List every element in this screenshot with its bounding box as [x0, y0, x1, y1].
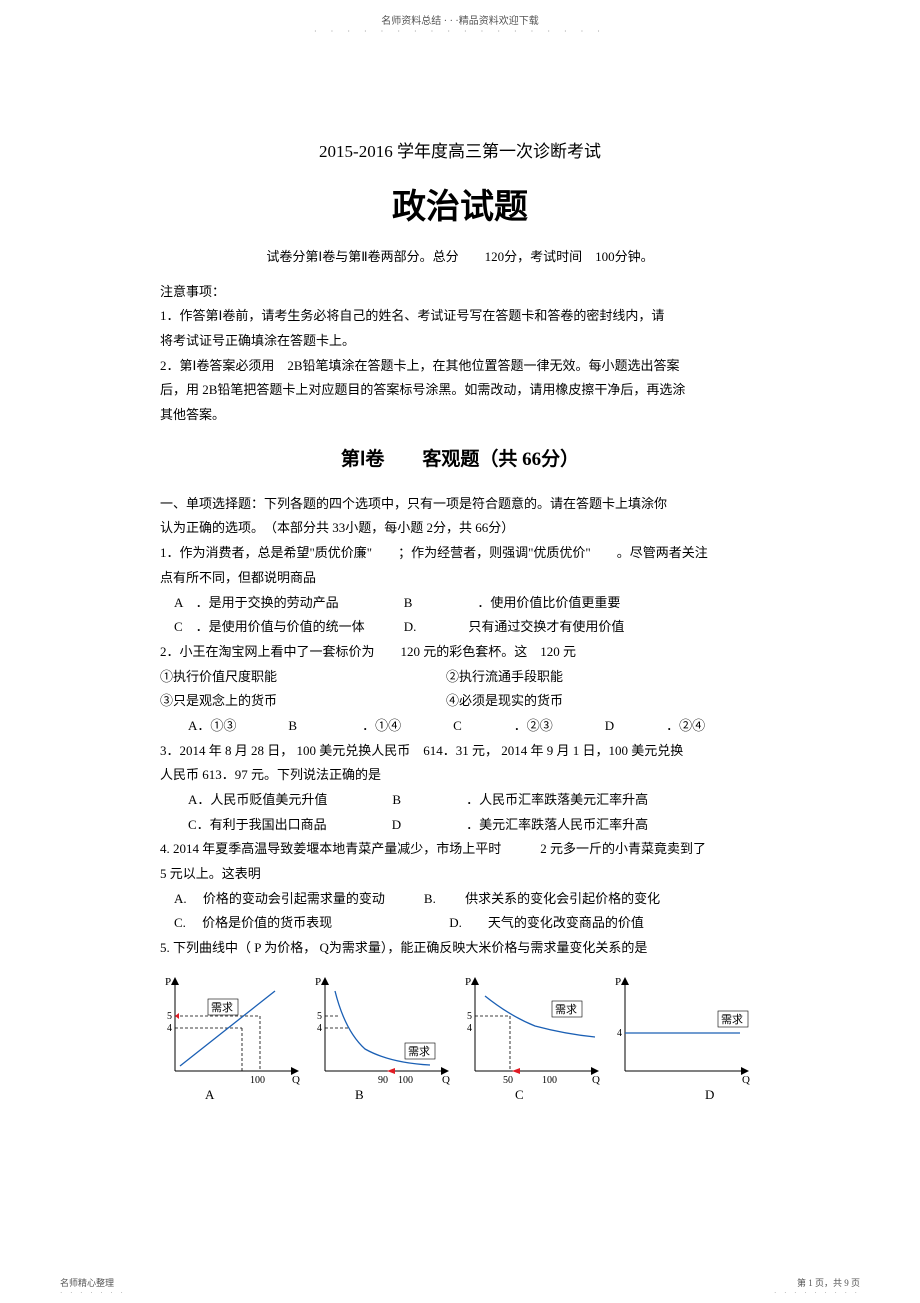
q1-line2: 点有所不同，但都说明商品 [160, 566, 760, 591]
instruction-1: 一、单项选择题：下列各题的四个选项中，只有一项是符合题意的。请在答题卡上填涂你 [160, 492, 760, 517]
q5-line1: 5. 下列曲线中（ P 为价格， Q为需求量），能正确反映大米价格与需求量变化关… [160, 936, 760, 961]
svg-text:4: 4 [167, 1023, 172, 1034]
q1-optB: B ．使用价值比价值更重要 [404, 595, 621, 610]
q3-line2: 人民币 613．97 元。下列说法正确的是 [160, 763, 760, 788]
q4-optC: C. 价格是价值的货币表现 [174, 915, 332, 930]
svg-text:4: 4 [467, 1023, 472, 1034]
q1-optD: D. 只有通过交换才有使用价值 [404, 619, 625, 634]
q1-optA: A ．是用于交换的劳动产品 [174, 595, 339, 610]
q4-row1: A. 价格的变动会引起需求量的变动 B. 供求关系的变化会引起价格的变化 [160, 887, 760, 912]
chart-C-letter: C [515, 1087, 524, 1102]
q4-optD: D. 天气的变化改变商品的价值 [449, 915, 644, 930]
chart-B-letter: B [355, 1087, 364, 1102]
svg-text:Q: Q [742, 1074, 750, 1086]
svg-text:100: 100 [250, 1075, 265, 1086]
chart-A-label: 需求 [211, 1001, 233, 1014]
chart-B-svg: P Q 5 4 需求 90 100 B [310, 971, 460, 1111]
q2-row2: ③只是观念上的货币 ④必须是现实的货币 [160, 689, 760, 714]
q1-optC: C ．是使用价值与价值的统一体 [174, 619, 365, 634]
notice-2b: 后，用 2B铅笔把答题卡上对应题目的答案标号涂黑。如需改动，请用橡皮擦干净后，再… [160, 378, 760, 403]
svg-text:需求: 需求 [721, 1013, 743, 1026]
q2-opt4: ④必须是现实的货币 [446, 693, 563, 708]
svg-text:P: P [315, 976, 321, 988]
notice-1a: 1．作答第Ⅰ卷前，请考生务必将自己的姓名、考试证号写在答题卡和答卷的密封线内，请 [160, 304, 760, 329]
top-header: 名师资料总结 · · ·精品资料欢迎下载 [0, 0, 920, 27]
top-dots: · · · · · · · · · · · · · · · · · · [0, 27, 920, 36]
footer-left: 名师精心整理 · · · · · · · [60, 1276, 126, 1297]
svg-text:100: 100 [542, 1075, 557, 1086]
q1-row1: A ．是用于交换的劳动产品 B ．使用价值比价值更重要 [160, 591, 760, 616]
document-content: 2015-2016 学年度高三第一次诊断考试 政治试题 试卷分第Ⅰ卷与第Ⅱ卷两部… [0, 36, 920, 1111]
svg-text:P: P [615, 976, 621, 988]
svg-text:需求: 需求 [555, 1003, 577, 1016]
chart-A-svg: P Q 5 4 需求 100 A [160, 971, 310, 1111]
q2-ansB: B ．①④ [288, 718, 401, 733]
q1-line1: 1．作为消费者，总是希望"质优价廉" ；作为经营者，则强调"优质优价" 。尽管两… [160, 541, 760, 566]
exam-subtitle: 试卷分第Ⅰ卷与第Ⅱ卷两部分。总分 120分，考试时间 100分钟。 [160, 245, 760, 270]
q2-opt3: ③只是观念上的货币 [160, 693, 277, 708]
q3-row1: A．人民币贬值美元升值 B ．人民币汇率跌落美元汇率升高 [160, 788, 760, 813]
svg-text:100: 100 [398, 1075, 413, 1086]
svg-text:50: 50 [503, 1075, 513, 1086]
notice-1b: 将考试证号正确填涂在答题卡上。 [160, 329, 760, 354]
svg-text:5: 5 [167, 1011, 172, 1022]
q2-ansA: A．①③ [188, 718, 236, 733]
chart-C: P Q 5 4 需求 50 100 C [460, 971, 610, 1111]
q4-optB: B. 供求关系的变化会引起价格的变化 [424, 891, 660, 906]
q3-row2: C．有利于我国出口商品 D ．美元汇率跌落人民币汇率升高 [160, 813, 760, 838]
chart-D-svg: P Q 4 需求 D [610, 971, 760, 1111]
q3-line1: 3．2014 年 8 月 28 日， 100 美元兑换人民币 614．31 元，… [160, 739, 760, 764]
q4-line1: 4. 2014 年夏季高温导致姜堰本地青菜产量减少，市场上平时 2 元多一斤的小… [160, 837, 760, 862]
q2-opt2: ②执行流通手段职能 [446, 669, 563, 684]
svg-text:Q: Q [442, 1074, 450, 1086]
charts-row: P Q 5 4 需求 100 A [160, 971, 760, 1111]
q3-optA: A．人民币贬值美元升值 [188, 792, 327, 807]
chart-D: P Q 4 需求 D [610, 971, 760, 1111]
svg-text:5: 5 [317, 1011, 322, 1022]
svg-text:4: 4 [617, 1028, 622, 1039]
q2-opt1: ①执行价值尺度职能 [160, 669, 277, 684]
q4-row2: C. 价格是价值的货币表现 D. 天气的变化改变商品的价值 [160, 911, 760, 936]
chart-D-letter: D [705, 1087, 714, 1102]
q4-optA: A. 价格的变动会引起需求量的变动 [174, 891, 385, 906]
footer-right: 第 1 页，共 9 页 · · · · · · · · · [774, 1276, 860, 1297]
chart-A: P Q 5 4 需求 100 A [160, 971, 310, 1111]
q2-row1: ①执行价值尺度职能 ②执行流通手段职能 [160, 665, 760, 690]
svg-text:需求: 需求 [408, 1045, 430, 1058]
svg-text:4: 4 [317, 1023, 322, 1034]
q2-ans-row: A．①③ B ．①④ C ．②③ D ．②④ [160, 714, 760, 739]
chart-C-svg: P Q 5 4 需求 50 100 C [460, 971, 610, 1111]
svg-text:Q: Q [592, 1074, 600, 1086]
axis-Q: Q [292, 1074, 300, 1086]
exam-year-line: 2015-2016 学年度高三第一次诊断考试 [160, 136, 760, 168]
svg-text:P: P [465, 976, 471, 988]
page: 名师资料总结 · · ·精品资料欢迎下载 · · · · · · · · · ·… [0, 0, 920, 1303]
svg-text:5: 5 [467, 1011, 472, 1022]
q2-ansC: C ．②③ [453, 718, 553, 733]
q3-optB: B ．人民币汇率跌落美元汇率升高 [392, 792, 648, 807]
q1-row2: C ．是使用价值与价值的统一体 D. 只有通过交换才有使用价值 [160, 615, 760, 640]
notice-2a: 2．第Ⅰ卷答案必须用 2B铅笔填涂在答题卡上，在其他位置答题一律无效。每小题选出… [160, 354, 760, 379]
exam-title: 政治试题 [160, 176, 760, 241]
q4-line2: 5 元以上。这表明 [160, 862, 760, 887]
q2-ansD: D ．②④ [605, 718, 705, 733]
instruction-2: 认为正确的选项。 （本部分共 33小题，每小题 2分，共 66分） [160, 516, 760, 541]
q2-line1: 2．小王在淘宝网上看中了一套标价为 120 元的彩色套杯。这 120 元 [160, 640, 760, 665]
section-1-title: 第Ⅰ卷 客观题（共 66分） [160, 442, 760, 478]
chart-A-letter: A [205, 1087, 215, 1102]
q3-optD: D ．美元汇率跌落人民币汇率升高 [392, 817, 648, 832]
notice-heading: 注意事项： [160, 280, 760, 305]
chart-B: P Q 5 4 需求 90 100 B [310, 971, 460, 1111]
footer: 名师精心整理 · · · · · · · 第 1 页，共 9 页 · · · ·… [0, 1276, 920, 1297]
axis-P: P [165, 976, 171, 988]
notice-2c: 其他答案。 [160, 403, 760, 428]
svg-text:90: 90 [378, 1075, 388, 1086]
q3-optC: C．有利于我国出口商品 [188, 817, 327, 832]
